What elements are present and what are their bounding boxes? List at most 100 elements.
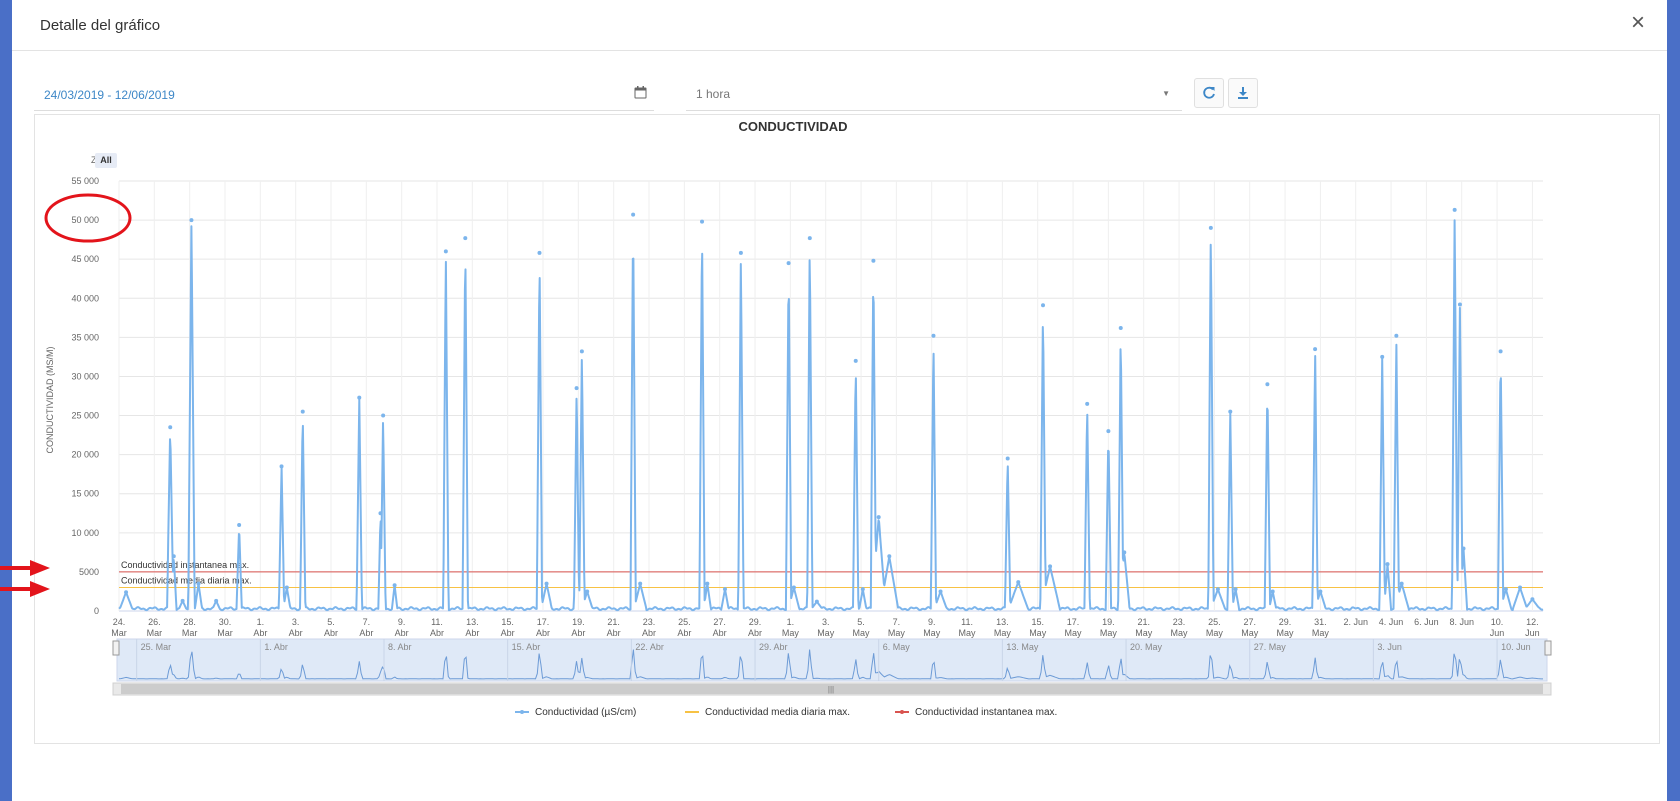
data-point-peak [638,581,643,586]
zoom-all-label[interactable]: All [100,155,112,165]
x-tick-label-month: Abr [253,628,267,638]
legend: Conductividad (µS/cm) Conductividad media… [515,707,1057,718]
x-tick-label: 7. [363,617,371,627]
navigator-label: 10. Jun [1501,642,1531,652]
data-point-peak [1457,302,1462,307]
navigator-label: 15. Abr [512,642,541,652]
x-tick-label: 2. Jun [1343,617,1368,627]
data-point-peak [1318,589,1323,594]
navigator-label: 6. May [883,642,911,652]
data-point-peak [814,599,819,604]
data-point-peak [124,590,129,595]
x-tick-label: 6. Jun [1414,617,1439,627]
conductivity-chart: CONDUCTIVIDAD Zoom All CONDUCTIVIDAD (MS… [45,119,1552,718]
data-point-peak [1270,589,1275,594]
data-point-peak [537,250,542,255]
y-tick-label: 35 000 [71,332,99,342]
close-icon[interactable]: × [1630,9,1645,36]
x-tick-label-month: May [923,628,941,638]
zoom-all-button[interactable] [95,153,117,168]
data-point-peak [1265,382,1270,387]
navigator-label: 8. Abr [388,642,412,652]
x-tick-label-month: May [1100,628,1118,638]
date-range-input[interactable] [34,80,606,110]
navigator-label: 13. May [1006,642,1039,652]
x-grid [118,181,1533,611]
x-tick-label: 4. Jun [1379,617,1404,627]
data-point-peak [1118,325,1123,330]
x-tick-label: 3. [822,617,830,627]
download-button[interactable] [1228,78,1258,108]
y-grid [119,180,1543,612]
x-tick-label: 25. [1208,617,1221,627]
y-tick-label: 40 000 [71,293,99,303]
y-tick-label: 50 000 [71,215,99,225]
data-point-peak [1233,587,1238,592]
data-point-peak [1085,401,1090,406]
data-point-peak [300,409,305,414]
y-axis-label: CONDUCTIVIDAD (MS/M) [45,347,55,454]
y-tick-label: 20 000 [71,450,99,460]
x-tick-label: 5. [327,617,335,627]
x-tick-label: 30. [219,617,232,627]
refresh-button[interactable] [1194,78,1224,108]
date-range-field[interactable] [34,78,654,111]
threshold-label: Conductividad instantanea max. [121,560,249,570]
data-point-peak [860,587,865,592]
data-point-peak [1313,347,1318,352]
data-point-peak [1380,354,1385,359]
x-tick-label-month: Mar [182,628,198,638]
x-tick-label-month: May [782,628,800,638]
data-point-peak [1518,585,1523,590]
data-point-peak [1461,546,1466,551]
data-point-peak [196,581,201,586]
x-tick-label-month: Mar [111,628,127,638]
x-tick-label-month: May [888,628,906,638]
x-tick-label-month: May [994,628,1012,638]
x-tick-label: 9. [928,617,936,627]
data-point-peak [168,425,173,430]
navigator-label: 22. Abr [635,642,664,652]
legend-marker [520,710,524,714]
toolbar: 1 hora ▼ [34,78,1654,112]
x-tick-label-month: May [1206,628,1224,638]
data-point-peak [381,413,386,418]
x-tick-label: 26. [148,617,161,627]
data-point-peak [1208,225,1213,230]
x-tick-label: 10. [1491,617,1504,627]
x-tick-label-month: Abr [359,628,373,638]
x-tick-label: 11. [961,617,973,627]
x-tick-label-month: Abr [289,628,303,638]
calendar-icon[interactable] [634,86,647,99]
x-tick-label-month: Abr [607,628,621,638]
data-point-peak [378,511,383,516]
y-tick-label: 15 000 [71,489,99,499]
navigator-grip-icon: ||| [828,685,834,694]
x-tick-label: 13. [996,617,1009,627]
data-point-peak [284,585,289,590]
data-point-peak [1530,597,1535,602]
data-point-peak [1228,409,1233,414]
chart-title: CONDUCTIVIDAD [738,119,847,134]
navigator[interactable]: 25. Mar 1. Abr 8. Abr 15. Abr 22. Abr 29. Abr… [112,638,1552,696]
navigator-label: 1. Abr [264,642,288,652]
series-line-conductividad [118,219,1544,612]
x-tick-label-month: Jun [1525,628,1540,638]
y-tick-label: 55 000 [71,176,99,186]
x-tick-label-month: Mar [147,628,163,638]
data-point-peak [544,581,549,586]
data-point-peak [876,515,881,520]
navigator-series [118,649,1543,680]
x-tick-label: 28. [183,617,196,627]
navigator-handle-right [1544,640,1552,656]
modal-footer [12,746,1667,801]
navigator-label: 3. Jun [1377,642,1402,652]
data-point-peak [189,218,194,223]
x-tick-label: 11. [431,617,443,627]
data-point-peak [357,395,362,400]
x-tick-label-month: May [1312,628,1330,638]
interval-select[interactable]: 1 hora ▼ [686,78,1182,111]
legend-marker [900,710,904,714]
data-point-peak [786,261,791,266]
navigator-label: 27. May [1254,642,1287,652]
